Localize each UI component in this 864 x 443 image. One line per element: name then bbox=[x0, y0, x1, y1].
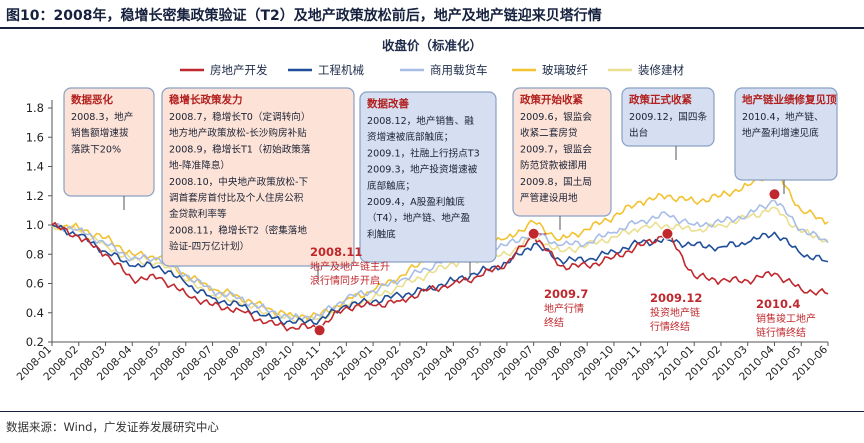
annotation-box-5: 地产链业绩修复见顶 2010.4，地产链、地产盈利增速见底 bbox=[734, 87, 838, 194]
legend-label-2: 商用载货车 bbox=[430, 63, 488, 77]
annotation-line-5-1: 地产盈利增速见底 bbox=[742, 127, 819, 139]
y-tick-label-4: 1.0 bbox=[26, 218, 44, 232]
series-line-1 bbox=[51, 224, 829, 326]
annotation-bg-0 bbox=[63, 87, 155, 197]
figure-title: 图10：2008年，稳增长密集政策验证（T2）及地产政策放松前后，地产及地产链迎… bbox=[6, 8, 602, 24]
event-label-0-0: 2008.11 bbox=[310, 245, 362, 259]
y-tick-label-6: 1.4 bbox=[26, 160, 44, 174]
annotation-line-2-0: 2008.12，地产销售、融 bbox=[367, 115, 474, 127]
event-label-0-1: 地产及地产链主升 bbox=[310, 260, 390, 273]
y-tick-label-1: 0.4 bbox=[26, 306, 44, 320]
event-leader-2 bbox=[666, 233, 669, 239]
annotation-bg-1 bbox=[161, 87, 355, 267]
annotation-line-0-1: 销售额增速拔 bbox=[71, 127, 129, 139]
event-leader-0 bbox=[313, 325, 320, 331]
annotation-box-1: 稳增长政策发力 2008.7，稳增长T0（定调转向） 地方地产政策放松-长沙购房补贴… bbox=[161, 87, 355, 280]
event-label-1-1: 地产行情 bbox=[544, 302, 584, 315]
annotation-line-1-4: 2008.10，中央地产政策放松-下 bbox=[169, 176, 308, 188]
annotation-line-3-3: 防范贷款被挪用 bbox=[520, 160, 587, 172]
title-rule bbox=[0, 27, 864, 29]
event-label-1-0: 2009.7 bbox=[544, 287, 588, 301]
y-tick-label-0: 0.2 bbox=[26, 335, 44, 349]
annotation-line-1-5: 调首套房首付比及个人住房公积 bbox=[169, 192, 304, 204]
event-label-3-1: 销售竣工地产 bbox=[756, 312, 816, 325]
footer-rule bbox=[0, 411, 864, 412]
series-line-2 bbox=[51, 199, 829, 322]
annotation-line-1-0: 2008.7，稳增长T0（定调转向） bbox=[169, 111, 310, 123]
annotation-title-2: 数据改善 bbox=[366, 97, 409, 110]
annotation-line-1-2: 2008.9，稳增长T1（初始政策落 bbox=[169, 143, 311, 155]
annotation-line-3-5: 严管建设用地 bbox=[520, 192, 578, 204]
annotation-bg-5 bbox=[734, 87, 838, 181]
annotation-bg-3 bbox=[512, 87, 612, 217]
event-label-3-2: 链行情终结 bbox=[756, 326, 806, 339]
annotation-line-3-0: 2009.6，银监会 bbox=[520, 111, 592, 123]
annotation-line-2-3: 2009.3，地产投资增速被 bbox=[367, 164, 478, 176]
annotation-title-3: 政策开始收紧 bbox=[520, 93, 583, 106]
annotation-title-1: 稳增长政策发力 bbox=[169, 93, 243, 106]
annotation-title-5: 地产链业绩修复见顶 bbox=[742, 93, 837, 106]
legend-label-3: 玻璃玻纤 bbox=[542, 63, 588, 77]
series-line-0 bbox=[51, 221, 829, 332]
event-label-2-1: 投资地产链 bbox=[650, 306, 700, 319]
y-tick-label-3: 0.8 bbox=[26, 247, 44, 261]
annotation-line-4-1: 出台 bbox=[629, 127, 648, 139]
chart-legend: 房地产开发 工程机械 商用载货车 玻璃玻纤 装修建材 bbox=[180, 63, 684, 77]
annotation-line-2-1: 资增速被底部触底； bbox=[367, 131, 453, 143]
annotation-line-2-7: 利触底 bbox=[367, 228, 396, 240]
event-label-0-2: 浪行情同步开启 bbox=[310, 274, 380, 287]
source-note: 数据来源：Wind，广发证券发展研究中心 bbox=[6, 420, 219, 434]
annotation-line-4-0: 2009.12，国四条 bbox=[629, 111, 707, 123]
annotation-line-1-7: 2008.11，稳增长T2（密集落地 bbox=[169, 224, 307, 236]
y-axis: 0.2 0.4 0.6 0.8 1.0 1.2 1.4 1.6 1.8 bbox=[26, 100, 53, 349]
event-label-1-2: 终结 bbox=[544, 316, 564, 329]
annotation-line-3-1: 收紧二套房贷 bbox=[520, 127, 578, 139]
annotation-line-1-3: 地-降准降息） bbox=[169, 160, 230, 172]
annotation-bg-4 bbox=[621, 87, 715, 147]
legend-label-1: 工程机械 bbox=[318, 63, 364, 77]
y-tick-label-2: 0.6 bbox=[26, 277, 44, 291]
annotation-line-3-2: 2009.7，银监会 bbox=[520, 143, 592, 155]
annotation-line-2-2: 2009.1，社融上行拐点T3 bbox=[367, 147, 480, 159]
event-label-2-2: 行情终结 bbox=[650, 320, 690, 333]
y-tick-label-7: 1.6 bbox=[26, 130, 44, 144]
annotation-line-0-2: 落跌下20% bbox=[71, 143, 121, 155]
annotation-line-5-0: 2010.4，地产链、 bbox=[742, 111, 824, 123]
annotation-title-4: 政策正式收紧 bbox=[629, 93, 692, 106]
y-tick-label-8: 1.8 bbox=[26, 101, 44, 115]
annotation-line-3-4: 2009.8，国土局 bbox=[520, 176, 592, 188]
annotation-line-2-5: 2009.4，A股盈利触底 bbox=[367, 196, 465, 208]
event-label-2-0: 2009.12 bbox=[650, 291, 702, 305]
chart: 收盘价（标准化） 房地产开发 工程机械 商用载货车 玻璃玻纤 装修建材 0.20.40.… bbox=[15, 38, 838, 383]
event-label-3-0: 2010.4 bbox=[756, 297, 800, 311]
annotation-line-2-6: （T4），地产链、地产盈 bbox=[367, 212, 471, 224]
annotation-line-2-4: 底部触底； bbox=[367, 180, 415, 192]
annotation-line-1-1: 地方地产政策放松-长沙购房补贴 bbox=[169, 127, 307, 139]
annotation-line-1-8: 验证-四万亿计划） bbox=[169, 241, 249, 253]
legend-label-4: 装修建材 bbox=[638, 63, 684, 77]
chart-title: 收盘价（标准化） bbox=[382, 38, 482, 53]
annotation-title-0: 数据恶化 bbox=[70, 93, 113, 106]
x-axis: 2008-012008-022008-032008-042008-052008-… bbox=[15, 341, 830, 383]
legend-label-0: 房地产开发 bbox=[210, 63, 268, 77]
annotation-line-0-0: 2008.3，地产 bbox=[71, 111, 133, 123]
annotation-line-1-6: 金贷款利率等 bbox=[169, 208, 227, 220]
annotation-bg-2 bbox=[359, 91, 497, 263]
y-tick-label-5: 1.2 bbox=[26, 189, 44, 203]
